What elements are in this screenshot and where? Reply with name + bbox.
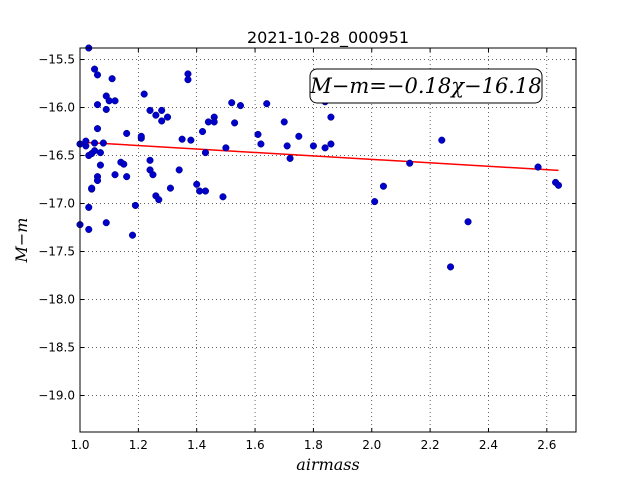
data-point xyxy=(96,149,104,157)
data-point xyxy=(283,142,291,150)
data-point xyxy=(158,106,166,114)
data-point xyxy=(88,184,96,192)
data-point xyxy=(93,125,102,133)
data-point xyxy=(82,137,90,145)
data-point xyxy=(371,198,379,206)
data-point xyxy=(149,171,157,179)
data-point xyxy=(286,154,294,162)
data-point xyxy=(327,140,335,148)
data-point xyxy=(96,161,104,169)
data-points xyxy=(76,44,563,271)
data-point xyxy=(91,139,99,147)
data-point xyxy=(91,65,99,73)
y-tick-label: −18.0 xyxy=(38,293,75,307)
data-point xyxy=(166,184,174,192)
data-point xyxy=(163,113,172,121)
data-point xyxy=(201,187,210,195)
data-point xyxy=(178,135,186,143)
data-point xyxy=(102,105,110,113)
x-tick-label: 2.2 xyxy=(421,438,440,452)
data-point xyxy=(111,97,119,105)
data-point xyxy=(228,99,236,107)
fit-line xyxy=(79,141,559,172)
x-tick-label: 2.6 xyxy=(537,438,556,452)
x-tick-label: 1.6 xyxy=(246,438,265,452)
data-point xyxy=(406,159,414,167)
data-point xyxy=(85,203,93,211)
data-point xyxy=(309,142,317,150)
x-tick-label: 1.0 xyxy=(70,438,89,452)
data-point xyxy=(102,219,110,227)
x-tick-label: 2.4 xyxy=(479,438,498,452)
data-point xyxy=(263,100,271,108)
x-tick-label: 1.2 xyxy=(129,438,148,452)
fit-annotation: M−m=−0.18χ−16.18 xyxy=(309,68,543,104)
data-point xyxy=(85,225,93,233)
y-tick-label: −16.5 xyxy=(38,149,75,163)
data-point xyxy=(254,130,262,138)
data-point xyxy=(257,140,265,148)
grid xyxy=(79,48,576,432)
data-point xyxy=(146,156,154,164)
x-tick-label: 2.0 xyxy=(362,438,381,452)
data-point xyxy=(438,136,446,144)
y-tick-label: −18.5 xyxy=(38,341,75,355)
data-point xyxy=(236,102,245,110)
annotation-box xyxy=(309,68,543,104)
data-point xyxy=(93,71,102,79)
y-tick-label: −16.0 xyxy=(38,101,75,115)
data-point xyxy=(210,118,218,126)
data-point xyxy=(219,193,227,201)
data-point xyxy=(99,139,107,147)
data-point xyxy=(446,263,455,271)
x-tick-label: 1.8 xyxy=(304,438,323,452)
x-axis-label: airmass xyxy=(296,455,359,474)
data-point xyxy=(120,160,128,168)
data-point xyxy=(155,196,163,204)
data-point xyxy=(379,182,387,190)
data-point xyxy=(175,166,183,174)
data-point xyxy=(123,173,131,181)
y-tick-label: −15.5 xyxy=(38,53,75,67)
y-tick-label: −19.0 xyxy=(38,389,75,403)
chart-title: 2021-10-28_000951 xyxy=(247,28,409,48)
data-point xyxy=(321,144,329,152)
data-point xyxy=(131,201,139,209)
data-point xyxy=(140,90,148,98)
data-point xyxy=(123,129,131,137)
data-point xyxy=(187,136,195,144)
data-point xyxy=(152,111,160,119)
data-point xyxy=(464,218,472,226)
data-point xyxy=(534,163,542,171)
data-point xyxy=(198,127,207,136)
data-point xyxy=(231,119,239,127)
data-point xyxy=(280,118,288,126)
data-point xyxy=(93,176,102,185)
data-point xyxy=(111,171,119,179)
data-point xyxy=(222,144,230,152)
plot-frame xyxy=(79,47,577,433)
y-tick-label: −17.0 xyxy=(38,197,75,211)
x-tick-label: 1.4 xyxy=(187,438,206,452)
data-point xyxy=(158,117,166,125)
data-point xyxy=(201,149,210,157)
data-point xyxy=(128,231,137,239)
y-axis-label: M−m xyxy=(12,218,31,264)
data-point xyxy=(93,101,102,109)
data-point xyxy=(295,132,303,140)
fit-line-group xyxy=(79,141,559,172)
data-point xyxy=(108,75,116,83)
data-point xyxy=(184,76,192,84)
fit-equation: M−m=−0.18χ−16.18 xyxy=(309,74,541,98)
data-point xyxy=(146,106,154,114)
data-point xyxy=(137,132,145,140)
data-point xyxy=(193,180,201,188)
data-point xyxy=(327,113,335,121)
data-point xyxy=(554,181,563,189)
y-tick-label: −17.5 xyxy=(38,245,75,259)
